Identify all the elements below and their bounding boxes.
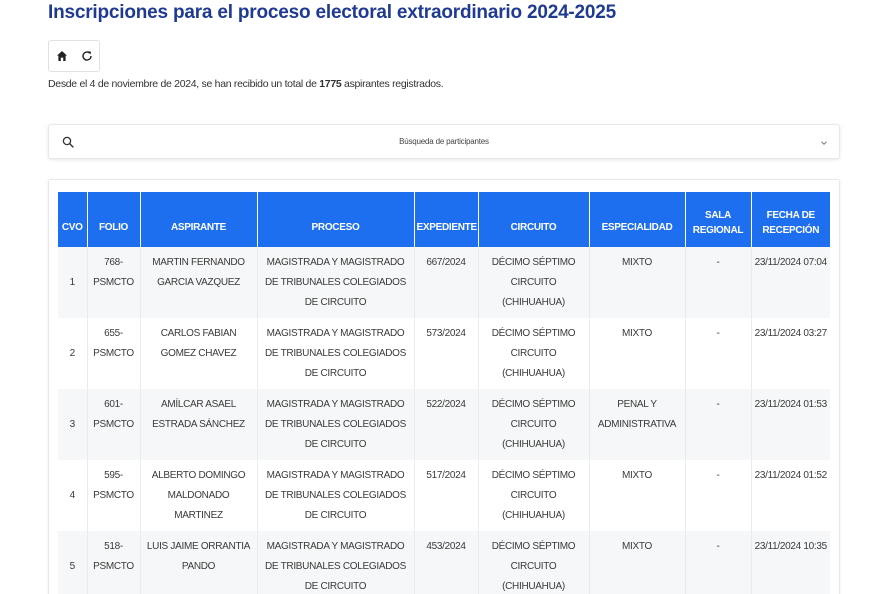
cell-cvo: 4 (58, 460, 88, 531)
cell-circuito: DÉCIMO SÉPTIMO CIRCUITO (CHIHUAHUA) (478, 389, 590, 460)
cell-folio: 768-PSMCTO (87, 247, 141, 318)
cell-sala-regional: - (685, 531, 752, 594)
cell-proceso: MAGISTRADA Y MAGISTRADO DE TRIBUNALES CO… (257, 460, 415, 531)
cell-proceso: MAGISTRADA Y MAGISTRADO DE TRIBUNALES CO… (257, 318, 415, 389)
cell-fecha-recepcion: 23/11/2024 01:52 (751, 460, 830, 531)
cell-circuito: DÉCIMO SÉPTIMO CIRCUITO (CHIHUAHUA) (478, 460, 590, 531)
col-header-proceso[interactable]: PROCESO (257, 192, 415, 247)
cell-expediente: 517/2024 (414, 460, 479, 531)
col-header-aspirante[interactable]: ASPIRANTE (140, 192, 258, 247)
cell-cvo: 3 (58, 389, 88, 460)
cell-sala-regional: - (685, 389, 752, 460)
col-header-especialidad[interactable]: ESPECIALIDAD (589, 192, 686, 247)
cell-especialidad: MIXTO (589, 460, 686, 531)
cell-sala-regional: - (685, 247, 752, 318)
cell-circuito: DÉCIMO SÉPTIMO CIRCUITO (CHIHUAHUA) (478, 531, 590, 594)
col-header-expediente[interactable]: EXPEDIENTE (414, 192, 479, 247)
cell-sala-regional: - (685, 460, 752, 531)
cell-especialidad: MIXTO (589, 531, 686, 594)
participant-search[interactable]: Búsqueda de participantes (48, 124, 840, 159)
cell-especialidad: MIXTO (589, 247, 686, 318)
cell-folio: 518-PSMCTO (87, 531, 141, 594)
cell-expediente: 573/2024 (414, 318, 479, 389)
cell-expediente: 522/2024 (414, 389, 479, 460)
refresh-button[interactable] (74, 41, 99, 71)
cell-fecha-recepcion: 23/11/2024 03:27 (751, 318, 830, 389)
home-icon (56, 51, 67, 61)
cell-aspirante: MARTIN FERNANDO GARCIA VAZQUEZ (140, 247, 258, 318)
summary-count: 1775 (319, 78, 342, 90)
cell-especialidad: MIXTO (589, 318, 686, 389)
cell-cvo: 2 (58, 318, 88, 389)
col-header-folio[interactable]: FOLIO (87, 192, 141, 247)
cell-proceso: MAGISTRADA Y MAGISTRADO DE TRIBUNALES CO… (257, 389, 415, 460)
registration-summary: Desde el 4 de noviembre de 2024, se han … (48, 78, 444, 90)
search-placeholder: Búsqueda de participantes (399, 137, 489, 146)
toolbar (48, 40, 100, 72)
cell-aspirante: AMÍLCAR ASAEL ESTRADA SÁNCHEZ (140, 389, 258, 460)
col-header-sala-regional[interactable]: SALA REGIONAL (685, 192, 752, 247)
summary-suffix: aspirantes registrados. (341, 78, 444, 90)
cell-fecha-recepcion: 23/11/2024 01:53 (751, 389, 830, 460)
cell-folio: 601-PSMCTO (87, 389, 141, 460)
table-row[interactable]: 3 601-PSMCTO AMÍLCAR ASAEL ESTRADA SÁNCH… (58, 389, 830, 460)
home-button[interactable] (49, 41, 74, 71)
cell-folio: 595-PSMCTO (87, 460, 141, 531)
table-header-row: CVO FOLIO ASPIRANTE PROCESO EXPEDIENTE C… (58, 192, 830, 247)
search-icon (62, 136, 74, 148)
table-row[interactable]: 1 768-PSMCTO MARTIN FERNANDO GARCIA VAZQ… (58, 247, 830, 318)
page-title: Inscripciones para el proceso electoral … (48, 2, 617, 23)
chevron-down-icon[interactable] (820, 139, 828, 147)
refresh-icon (81, 51, 92, 61)
cell-cvo: 5 (58, 531, 88, 594)
cell-aspirante: LUIS JAIME ORRANTIA PANDO (140, 531, 258, 594)
table-row[interactable]: 4 595-PSMCTO ALBERTO DOMINGO MALDONADO M… (58, 460, 830, 531)
col-header-circuito[interactable]: CIRCUITO (478, 192, 590, 247)
cell-proceso: MAGISTRADA Y MAGISTRADO DE TRIBUNALES CO… (257, 531, 415, 594)
table-row[interactable]: 5 518-PSMCTO LUIS JAIME ORRANTIA PANDO M… (58, 531, 830, 594)
results-card: CVO FOLIO ASPIRANTE PROCESO EXPEDIENTE C… (48, 179, 840, 594)
summary-prefix: Desde el 4 de noviembre de 2024, se han … (48, 78, 320, 90)
cell-circuito: DÉCIMO SÉPTIMO CIRCUITO (CHIHUAHUA) (478, 318, 590, 389)
cell-cvo: 1 (58, 247, 88, 318)
table-row[interactable]: 2 655-PSMCTO CARLOS FABIAN GOMEZ CHAVEZ … (58, 318, 830, 389)
cell-proceso: MAGISTRADA Y MAGISTRADO DE TRIBUNALES CO… (257, 247, 415, 318)
cell-circuito: DÉCIMO SÉPTIMO CIRCUITO (CHIHUAHUA) (478, 247, 590, 318)
cell-especialidad: PENAL Y ADMINISTRATIVA (589, 389, 686, 460)
cell-folio: 655-PSMCTO (87, 318, 141, 389)
cell-sala-regional: - (685, 318, 752, 389)
cell-fecha-recepcion: 23/11/2024 07:04 (751, 247, 830, 318)
col-header-fecha-recepcion[interactable]: FECHA DE RECEPCIÓN (751, 192, 830, 247)
cell-expediente: 667/2024 (414, 247, 479, 318)
cell-fecha-recepcion: 23/11/2024 10:35 (751, 531, 830, 594)
results-table: CVO FOLIO ASPIRANTE PROCESO EXPEDIENTE C… (58, 192, 830, 594)
cell-aspirante: CARLOS FABIAN GOMEZ CHAVEZ (140, 318, 258, 389)
cell-aspirante: ALBERTO DOMINGO MALDONADO MARTINEZ (140, 460, 258, 531)
col-header-cvo[interactable]: CVO (58, 192, 88, 247)
cell-expediente: 453/2024 (414, 531, 479, 594)
